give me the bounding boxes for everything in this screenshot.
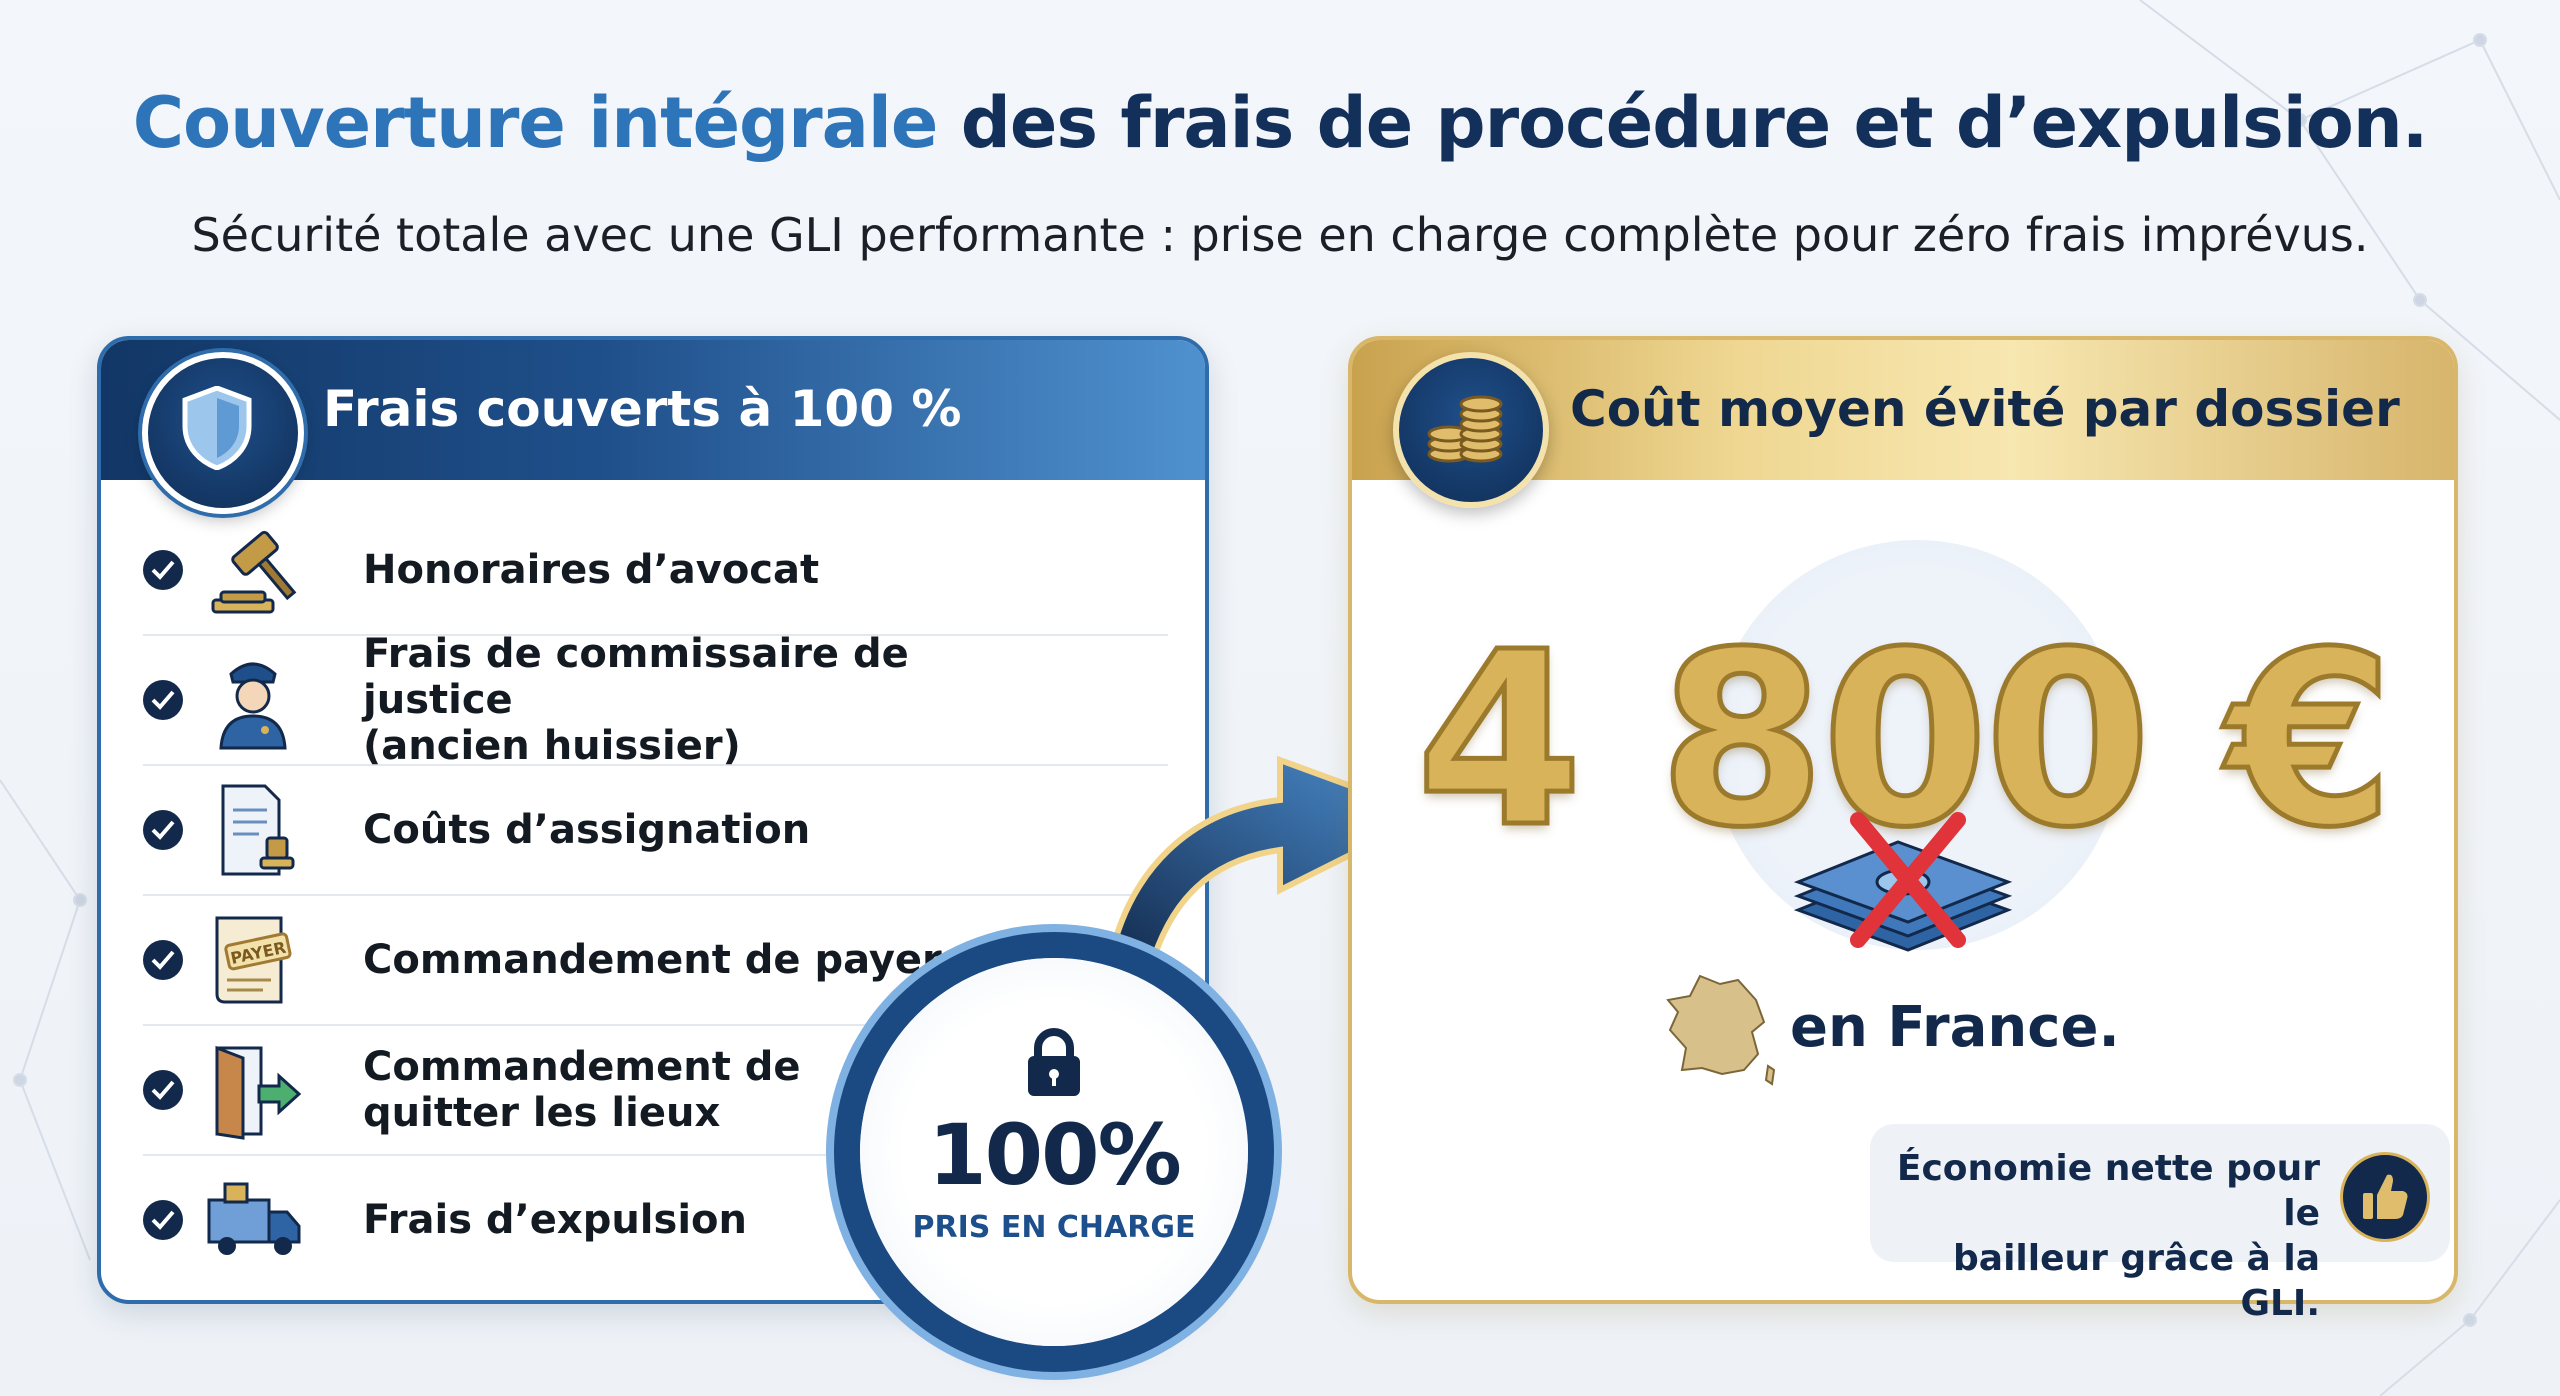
exit-door-icon xyxy=(203,1040,303,1140)
crossed-money-icon xyxy=(1793,812,2013,952)
item-label: Frais d’expulsion xyxy=(363,1197,747,1243)
check-icon xyxy=(143,680,183,720)
moving-truck-icon xyxy=(203,1170,303,1270)
covered-fees-list: Honoraires d’avocat Frais de commissaire… xyxy=(143,506,1168,1284)
page-title: Couverture intégrale des frais de procéd… xyxy=(0,82,2560,164)
list-item: Coûts d’assignation xyxy=(143,766,1168,896)
coins-icon xyxy=(1393,352,1549,508)
list-item: Commandement de quitter les lieux xyxy=(143,1026,1168,1156)
item-label: Coûts d’assignation xyxy=(363,807,811,853)
bailiff-icon xyxy=(203,650,303,750)
coverage-label: PRIS EN CHARGE xyxy=(912,1210,1196,1245)
coverage-percent: 100% xyxy=(928,1106,1182,1204)
full-coverage-badge: 100% PRIS EN CHARGE xyxy=(860,958,1248,1346)
avoided-cost-title: Coût moyen évité par dossier xyxy=(1570,380,2400,438)
shield-icon xyxy=(142,352,304,514)
title-accent: Couverture intégrale xyxy=(132,82,939,164)
item-label: Honoraires d’avocat xyxy=(363,547,820,593)
item-label: Frais de commissaire de justice (ancien … xyxy=(363,631,909,769)
check-icon xyxy=(143,940,183,980)
check-icon xyxy=(143,1070,183,1110)
avoided-cost-amount: 4 800 € xyxy=(1413,598,2396,883)
gavel-icon xyxy=(203,520,303,620)
covered-fees-title: Frais couverts à 100 % xyxy=(323,380,962,438)
location-text: en France. xyxy=(1790,995,2120,1060)
check-icon xyxy=(143,810,183,850)
thumbs-up-icon xyxy=(2340,1152,2430,1242)
savings-note-text: Économie nette pour le bailleur grâce à … xyxy=(1896,1148,2320,1324)
check-icon xyxy=(143,1200,183,1240)
document-stamp-icon xyxy=(203,780,303,880)
list-item: PAYER Commandement de payer xyxy=(143,896,1168,1026)
france-map-icon xyxy=(1666,974,1776,1086)
list-item: Frais de commissaire de justice (ancien … xyxy=(143,631,1168,769)
item-label: Commandement de quitter les lieux xyxy=(363,1044,801,1136)
list-item: Honoraires d’avocat xyxy=(143,506,1168,636)
item-label: Commandement de payer xyxy=(363,937,942,983)
check-icon xyxy=(143,550,183,590)
payer-scroll-icon: PAYER xyxy=(203,910,303,1010)
list-item: Frais d’expulsion xyxy=(143,1156,1168,1284)
page-subtitle: Sécurité totale avec une GLI performante… xyxy=(191,208,2369,262)
title-rest: des frais de procédure et d’expulsion. xyxy=(937,82,2429,164)
lock-icon xyxy=(1028,1028,1080,1096)
